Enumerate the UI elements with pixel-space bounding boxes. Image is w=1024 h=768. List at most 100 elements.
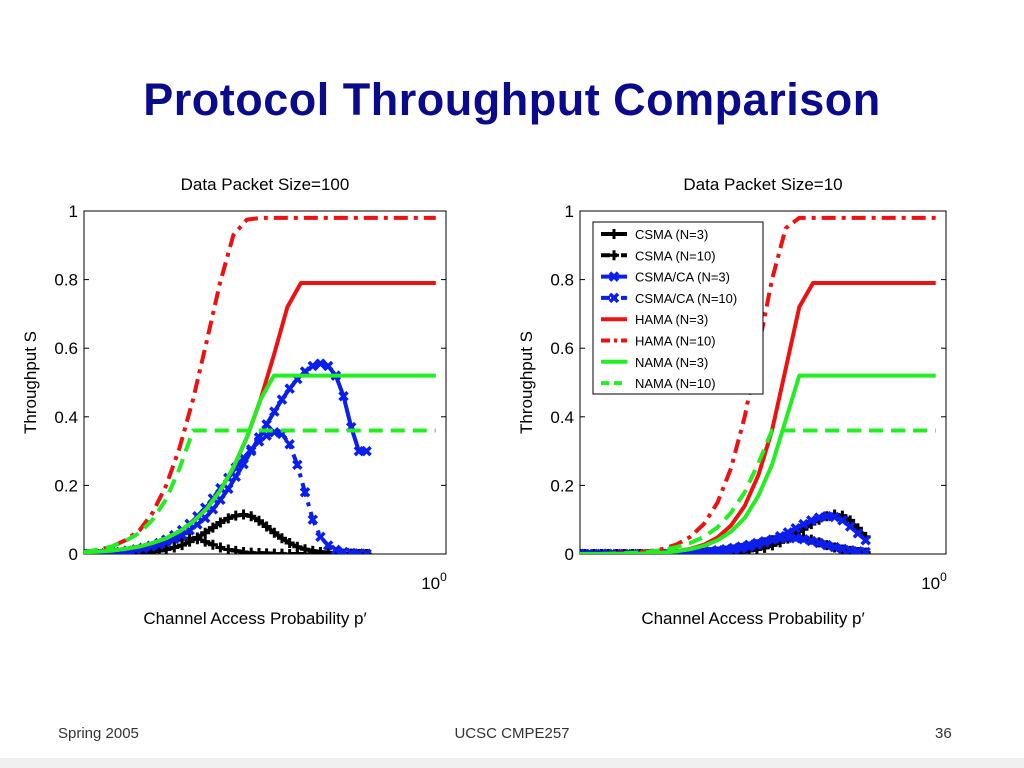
marker-plus bbox=[207, 522, 218, 533]
point-csma-n-3 bbox=[284, 538, 295, 549]
x-tick-base: 10 bbox=[421, 574, 440, 593]
marker-plus bbox=[200, 536, 211, 547]
point-csma-ca-n-10 bbox=[821, 539, 833, 551]
legend-marker-x bbox=[608, 271, 620, 282]
point-csma-ca-n-10 bbox=[284, 439, 295, 450]
marker-x bbox=[345, 547, 357, 554]
point-csma-ca-n-10 bbox=[759, 536, 770, 547]
marker-x bbox=[330, 544, 342, 554]
series-group bbox=[580, 215, 936, 554]
legend-label: CSMA (N=3) bbox=[635, 227, 708, 242]
marker-x bbox=[860, 535, 871, 546]
point-csma-n-10 bbox=[284, 549, 295, 554]
marker-x bbox=[322, 540, 334, 551]
marker-x bbox=[299, 487, 311, 498]
point-csma-n-10 bbox=[619, 549, 630, 554]
point-csma-ca-n-3 bbox=[852, 528, 864, 539]
legend-entry-csma-n-3: CSMA (N=3) bbox=[601, 227, 708, 242]
point-csma-ca-n-10 bbox=[602, 548, 614, 554]
point-csma-n-3 bbox=[269, 527, 280, 538]
point-csma-ca-n-10 bbox=[720, 543, 732, 554]
point-csma-ca-n-10 bbox=[806, 535, 817, 547]
y-tick-label: 0.2 bbox=[550, 476, 574, 495]
marker-plus bbox=[596, 549, 607, 554]
point-csma-ca-n-10 bbox=[361, 548, 372, 554]
point-csma-ca-n-10 bbox=[743, 539, 755, 550]
marker-plus bbox=[207, 539, 218, 550]
point-csma-ca-n-10 bbox=[580, 548, 591, 554]
y-tick-label: 0 bbox=[565, 545, 574, 564]
legend-marker-plus bbox=[609, 250, 619, 261]
marker-plus bbox=[261, 521, 272, 532]
point-csma-n-10 bbox=[300, 549, 311, 554]
marker-x bbox=[338, 546, 349, 554]
legend-entry-nama-n-3: NAMA (N=3) bbox=[601, 355, 708, 370]
point-csma-ca-n-3 bbox=[790, 523, 801, 534]
marker-plus bbox=[619, 549, 630, 554]
point-csma-ca-n-10 bbox=[705, 546, 716, 554]
marker-plus bbox=[361, 549, 372, 554]
y-tick-label: 0.8 bbox=[550, 271, 574, 290]
point-csma-n-10 bbox=[353, 549, 364, 554]
x-tick-base: 10 bbox=[921, 574, 940, 593]
y-tick-label: 0.4 bbox=[54, 408, 78, 427]
marker-x bbox=[728, 542, 739, 554]
marker-plus bbox=[603, 549, 614, 554]
legend-label: NAMA (N=10) bbox=[635, 376, 716, 391]
marker-plus bbox=[223, 513, 234, 524]
point-csma-ca-n-10 bbox=[292, 459, 303, 471]
marker-x bbox=[284, 439, 295, 450]
marker-x bbox=[860, 546, 871, 554]
legend-box bbox=[592, 221, 764, 395]
marker-x bbox=[307, 360, 319, 372]
marker-plus bbox=[353, 549, 364, 554]
marker-x bbox=[353, 548, 365, 554]
point-csma-n-3 bbox=[276, 533, 287, 544]
marker-x bbox=[223, 483, 234, 495]
point-csma-ca-n-3 bbox=[844, 521, 856, 532]
chart-2: Data Packet Size=1000.20.40.60.81100Chan… bbox=[517, 175, 947, 628]
marker-plus bbox=[238, 509, 249, 520]
point-csma-ca-n-3 bbox=[322, 360, 334, 372]
point-csma-ca-n-10 bbox=[767, 534, 778, 545]
marker-plus bbox=[276, 533, 287, 544]
point-csma-ca-n-10 bbox=[837, 543, 848, 554]
point-csma-n-3 bbox=[238, 509, 249, 520]
chart-title: Data Packet Size=100 bbox=[181, 175, 350, 194]
marker-plus bbox=[611, 549, 622, 554]
point-csma-ca-n-3 bbox=[837, 515, 848, 526]
marker-plus bbox=[253, 515, 264, 526]
marker-plus bbox=[845, 515, 856, 526]
legend-marker-plus bbox=[609, 229, 619, 239]
marker-x bbox=[261, 419, 272, 430]
marker-x bbox=[837, 543, 848, 554]
x-axis-label: Channel Access Probability p′ bbox=[143, 609, 366, 628]
point-csma-ca-n-10 bbox=[307, 514, 319, 525]
marker-plus bbox=[307, 549, 318, 554]
y-axis-label: Throughput S bbox=[21, 331, 40, 434]
series-line-hama-n-10 bbox=[84, 215, 436, 554]
point-csma-ca-n-10 bbox=[844, 544, 856, 554]
point-csma-n-10 bbox=[323, 549, 334, 554]
point-csma-ca-n-3 bbox=[315, 358, 326, 369]
point-csma-n-3 bbox=[207, 522, 218, 533]
marker-x bbox=[292, 459, 303, 471]
point-csma-n-3 bbox=[261, 521, 272, 532]
marker-x bbox=[852, 528, 864, 539]
point-csma-ca-n-3 bbox=[821, 511, 833, 522]
marker-x bbox=[759, 536, 770, 547]
point-csma-n-10 bbox=[361, 549, 372, 554]
point-csma-ca-n-3 bbox=[284, 383, 295, 394]
marker-x bbox=[813, 537, 825, 549]
marker-plus bbox=[284, 538, 295, 549]
marker-x bbox=[712, 544, 724, 554]
y-tick-label: 1 bbox=[69, 202, 78, 221]
marker-plus bbox=[580, 549, 591, 554]
point-csma-ca-n-3 bbox=[361, 445, 372, 457]
legend-marker-x bbox=[608, 292, 620, 304]
point-csma-ca-n-10 bbox=[728, 542, 739, 554]
marker-x bbox=[806, 515, 817, 526]
point-csma-ca-n-10 bbox=[813, 537, 825, 549]
point-csma-ca-n-3 bbox=[276, 394, 288, 405]
